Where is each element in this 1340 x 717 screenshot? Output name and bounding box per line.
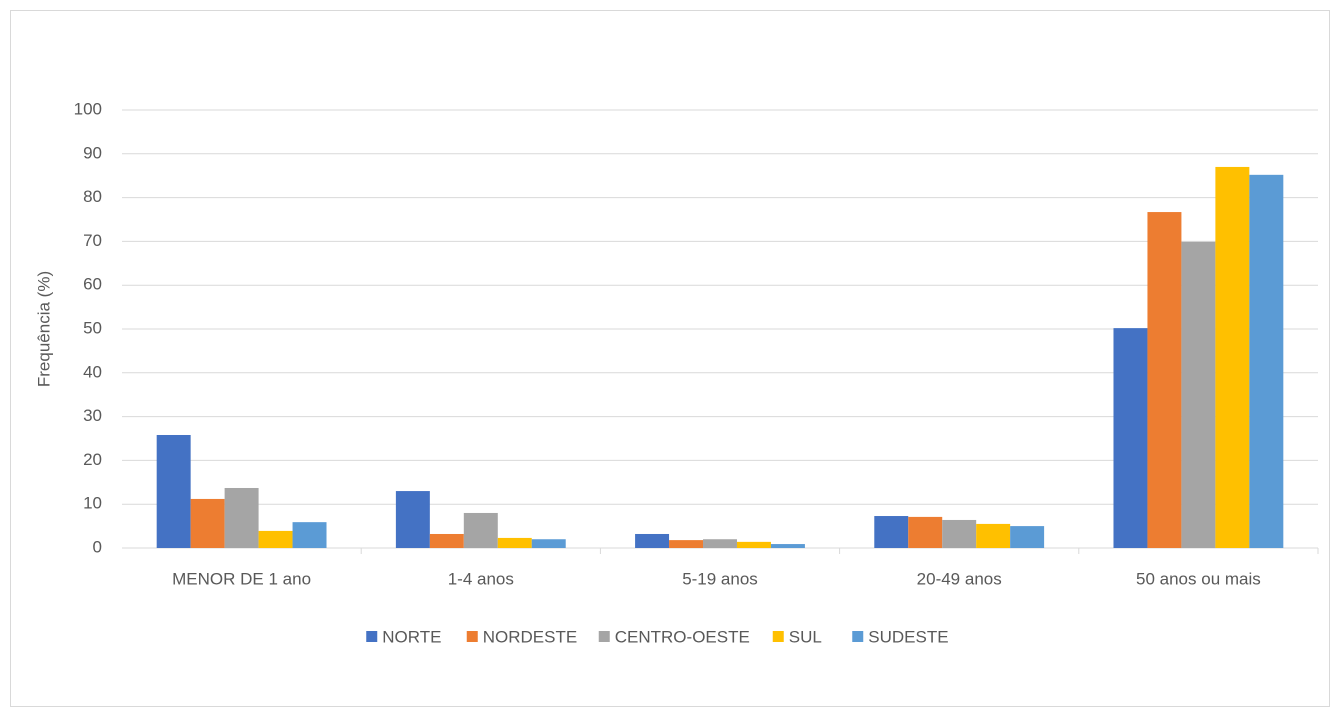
bar <box>703 539 737 548</box>
y-axis-label: Frequência (%) <box>34 271 53 387</box>
legend-swatch <box>466 631 478 642</box>
bar <box>1010 526 1045 548</box>
bar <box>635 533 670 548</box>
bar <box>942 519 977 548</box>
bar <box>669 540 704 548</box>
bar <box>156 434 191 548</box>
bar <box>497 537 532 548</box>
y-tick-label: 70 <box>83 231 102 250</box>
legend-swatch <box>852 631 864 642</box>
y-tick-label: 50 <box>83 318 102 337</box>
y-tick-label: 0 <box>93 537 102 556</box>
bar <box>770 544 805 548</box>
y-tick-label: 100 <box>74 99 102 118</box>
y-tick-label: 80 <box>83 187 102 206</box>
legend-swatch <box>366 631 378 642</box>
y-tick-label: 10 <box>83 494 102 513</box>
bar <box>429 533 464 548</box>
legend-swatch <box>772 631 784 642</box>
legend-swatch <box>598 631 610 642</box>
bar <box>736 541 771 548</box>
bar <box>976 523 1011 548</box>
chart-border <box>10 10 1330 707</box>
y-tick-label: 90 <box>83 143 102 162</box>
bar <box>1249 174 1284 548</box>
legend-label: NORTE <box>382 627 441 646</box>
x-tick-label: 20-49 anos <box>917 569 1002 588</box>
y-tick-label: 30 <box>83 406 102 425</box>
x-tick-label: 5-19 anos <box>682 569 758 588</box>
y-tick-label: 60 <box>83 275 102 294</box>
bar <box>1215 166 1250 548</box>
bar <box>292 522 327 548</box>
x-tick-label: 50 anos ou mais <box>1136 569 1261 588</box>
legend-label: CENTRO-OESTE <box>615 627 750 646</box>
y-tick-label: 20 <box>83 450 102 469</box>
bar <box>258 530 293 548</box>
y-tick-label: 40 <box>83 362 102 381</box>
bar <box>190 498 225 548</box>
x-tick-label: MENOR DE 1 ano <box>172 569 311 588</box>
bar <box>1181 241 1216 548</box>
bar <box>908 516 943 548</box>
legend-label: SUL <box>789 627 822 646</box>
bar <box>224 487 259 548</box>
bar <box>463 512 498 548</box>
bar <box>874 516 909 548</box>
legend-label: NORDESTE <box>483 627 577 646</box>
bar <box>531 539 566 548</box>
x-tick-label: 1-4 anos <box>448 569 514 588</box>
legend-label: SUDESTE <box>868 627 948 646</box>
bar <box>395 491 430 548</box>
bar <box>1113 328 1148 548</box>
bar <box>1147 212 1182 548</box>
